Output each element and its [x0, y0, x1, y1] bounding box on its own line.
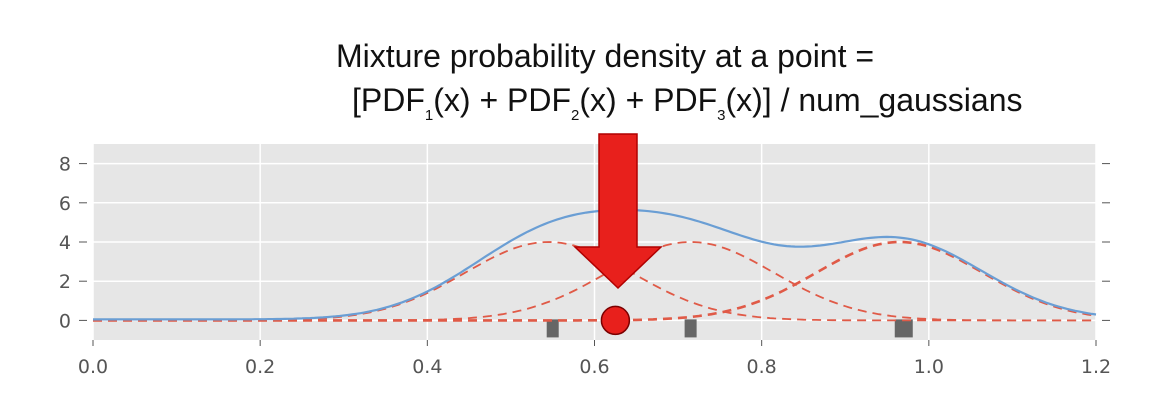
eq-sub-1: 1: [425, 107, 433, 124]
y-tick-label: 0: [59, 310, 71, 332]
eq-prefix: [PDF: [352, 82, 425, 118]
component-3-curve: [93, 240, 1097, 322]
sample-marker: [546, 319, 559, 338]
sample-marker: [684, 319, 697, 338]
x-tick-label: 1.0: [914, 356, 944, 378]
annotation-line-2: [PDF1(x) + PDF2(x) + PDF3(x)] / num_gaus…: [352, 82, 1023, 124]
y-tick-label: 8: [59, 154, 71, 176]
sample-markers: [546, 319, 913, 338]
sample-marker: [894, 319, 913, 338]
evaluation-point: [600, 305, 631, 336]
x-tick-label: 1.2: [1081, 356, 1111, 378]
annotation-line-1: Mixture probability density at a point =: [336, 38, 874, 74]
y-tick-label: 6: [59, 193, 71, 215]
eq-part-2: (x) + PDF: [579, 82, 717, 118]
eq-suffix: (x)] / num_gaussians: [725, 82, 1022, 118]
mixture-density-curve: [93, 208, 1097, 321]
x-tick-label: 0.6: [579, 356, 609, 378]
y-tick-label: 2: [59, 271, 71, 293]
y-tick-label: 4: [59, 232, 71, 254]
x-tick-label: 0.0: [78, 356, 108, 378]
pointer-arrow-icon: [573, 133, 663, 290]
x-tick-label: 0.8: [747, 356, 777, 378]
eq-sub-2: 2: [571, 107, 579, 124]
axis-ticks: 0.0 0.2 0.4 0.6 0.8 1.0 1.2 0 2 4 6 8: [59, 154, 1111, 378]
x-tick-label: 0.2: [245, 356, 275, 378]
eq-sub-3: 3: [717, 107, 725, 124]
eq-part-1: (x) + PDF: [433, 82, 571, 118]
x-tick-label: 0.4: [412, 356, 442, 378]
